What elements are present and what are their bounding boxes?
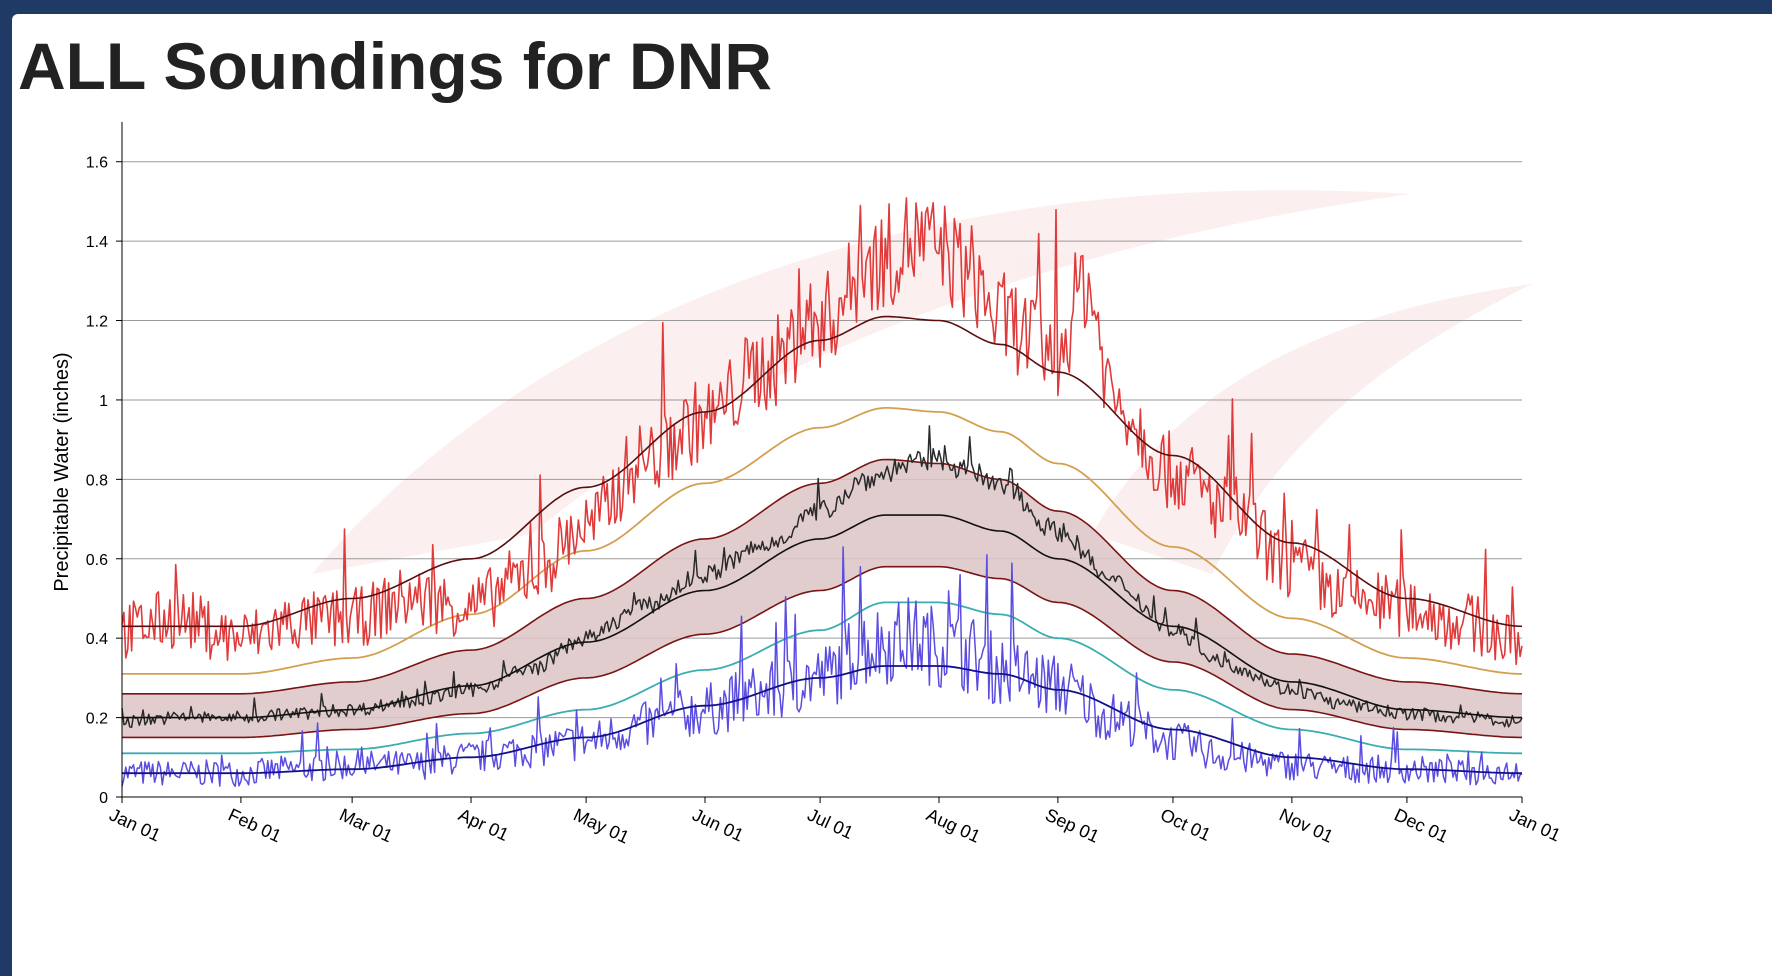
x-tick-label: Mar 01: [336, 804, 395, 846]
series-min-mean-line: [122, 665, 1522, 775]
x-tick-label: May 01: [570, 804, 632, 847]
y-axis-label: Precipitable Water (inches): [51, 352, 73, 591]
x-tick-label: Jul 01: [804, 804, 856, 842]
band-25-75: [122, 459, 1522, 738]
x-tick-label: Nov 01: [1276, 804, 1336, 846]
y-tick-label: 0.2: [86, 711, 108, 728]
series-max-mean-line: [122, 315, 1523, 628]
series-daily-mean-line: [121, 425, 1523, 729]
x-tick-label: Oct 01: [1157, 804, 1214, 845]
series-mean-line: [122, 514, 1522, 719]
y-tick-label: 0.4: [86, 631, 108, 648]
series-p75-line: [122, 458, 1523, 695]
y-tick-label: 0: [99, 790, 108, 807]
page-frame: ALL Soundings for DNR 0 0.2 0.4 0.6 0.8 1 1.2 1…: [12, 14, 1772, 976]
x-tick-label: Aug 01: [923, 804, 983, 846]
x-tick-label: Sep 01: [1042, 804, 1102, 846]
interquartile-band: [122, 459, 1522, 738]
x-tick-label: Feb 01: [225, 804, 284, 846]
y-tick-label: 1.4: [86, 234, 108, 251]
series-daily-max-line: [121, 197, 1523, 666]
x-tick-label: Jan 01: [1506, 804, 1563, 845]
y-tick-label: 0.8: [86, 472, 108, 489]
y-tick-label: 1.2: [86, 314, 108, 331]
page-title: ALL Soundings for DNR: [18, 29, 773, 103]
x-tick-label: Apr 01: [455, 804, 512, 845]
series-p25-line: [122, 565, 1522, 739]
x-tick-label: Jan 01: [106, 804, 163, 845]
y-tick-label: 1: [99, 393, 108, 410]
pw-climatology-chart: 0 0.2 0.4 0.6 0.8 1 1.2 1.4 1.6 Jan 01 Feb 01 Mar 0…: [51, 122, 1564, 848]
series-lines: [121, 197, 1523, 788]
axes: 0 0.2 0.4 0.6 0.8 1 1.2 1.4 1.6 Jan 01 Feb 01 Mar 0…: [86, 122, 1564, 848]
y-tick-label: 1.6: [86, 155, 108, 172]
series-daily-min-line: [121, 546, 1523, 788]
x-tick-label: Dec 01: [1391, 804, 1451, 846]
watermark-logo: [312, 190, 1532, 574]
y-tick-label: 0.6: [86, 552, 108, 569]
series-p10-line: [122, 601, 1522, 755]
series-p90-line: [122, 407, 1522, 675]
x-tick-label: Jun 01: [689, 804, 746, 845]
